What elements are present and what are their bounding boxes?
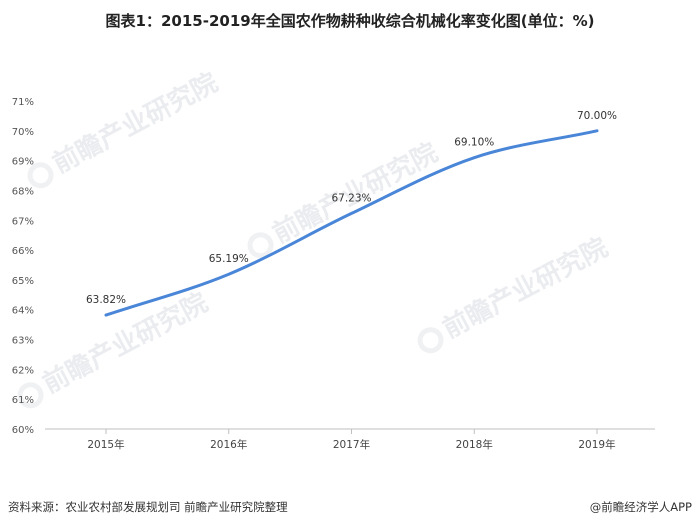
data-label: 69.10% xyxy=(454,137,494,149)
y-tick-label: 66% xyxy=(12,246,34,257)
y-tick-label: 60% xyxy=(12,425,34,436)
y-tick-label: 68% xyxy=(12,186,34,197)
y-tick-label: 64% xyxy=(12,306,34,317)
x-tick-label: 2017年 xyxy=(333,438,370,451)
data-label: 67.23% xyxy=(331,192,371,204)
x-tick-label: 2018年 xyxy=(456,438,493,451)
y-tick-label: 62% xyxy=(12,365,34,376)
x-tick-label: 2019年 xyxy=(578,438,615,451)
chart-title: 图表1：2015-2019年全国农作物耕种收综合机械化率变化图(单位：%) xyxy=(105,12,595,30)
source-note: 资料来源：农业农村部发展规划司 前瞻产业研究院整理 xyxy=(8,500,288,514)
data-label: 65.19% xyxy=(209,253,249,265)
y-tick-label: 63% xyxy=(12,336,34,347)
series-line xyxy=(104,129,599,317)
brand-credit: @前瞻经济学人APP xyxy=(589,500,692,514)
y-tick-label: 69% xyxy=(12,157,34,168)
y-tick-label: 65% xyxy=(12,276,34,287)
x-tick-label: 2016年 xyxy=(210,438,247,451)
y-tick-label: 67% xyxy=(12,216,34,227)
x-tick-label: 2015年 xyxy=(87,438,124,451)
y-tick-label: 61% xyxy=(12,395,34,406)
y-tick-label: 70% xyxy=(12,127,34,138)
data-label: 70.00% xyxy=(577,110,617,122)
footer: 资料来源：农业农村部发展规划司 前瞻产业研究院整理 @前瞻经济学人APP xyxy=(8,499,692,517)
y-tick-label: 71% xyxy=(12,97,34,108)
data-label: 63.82% xyxy=(86,294,126,306)
